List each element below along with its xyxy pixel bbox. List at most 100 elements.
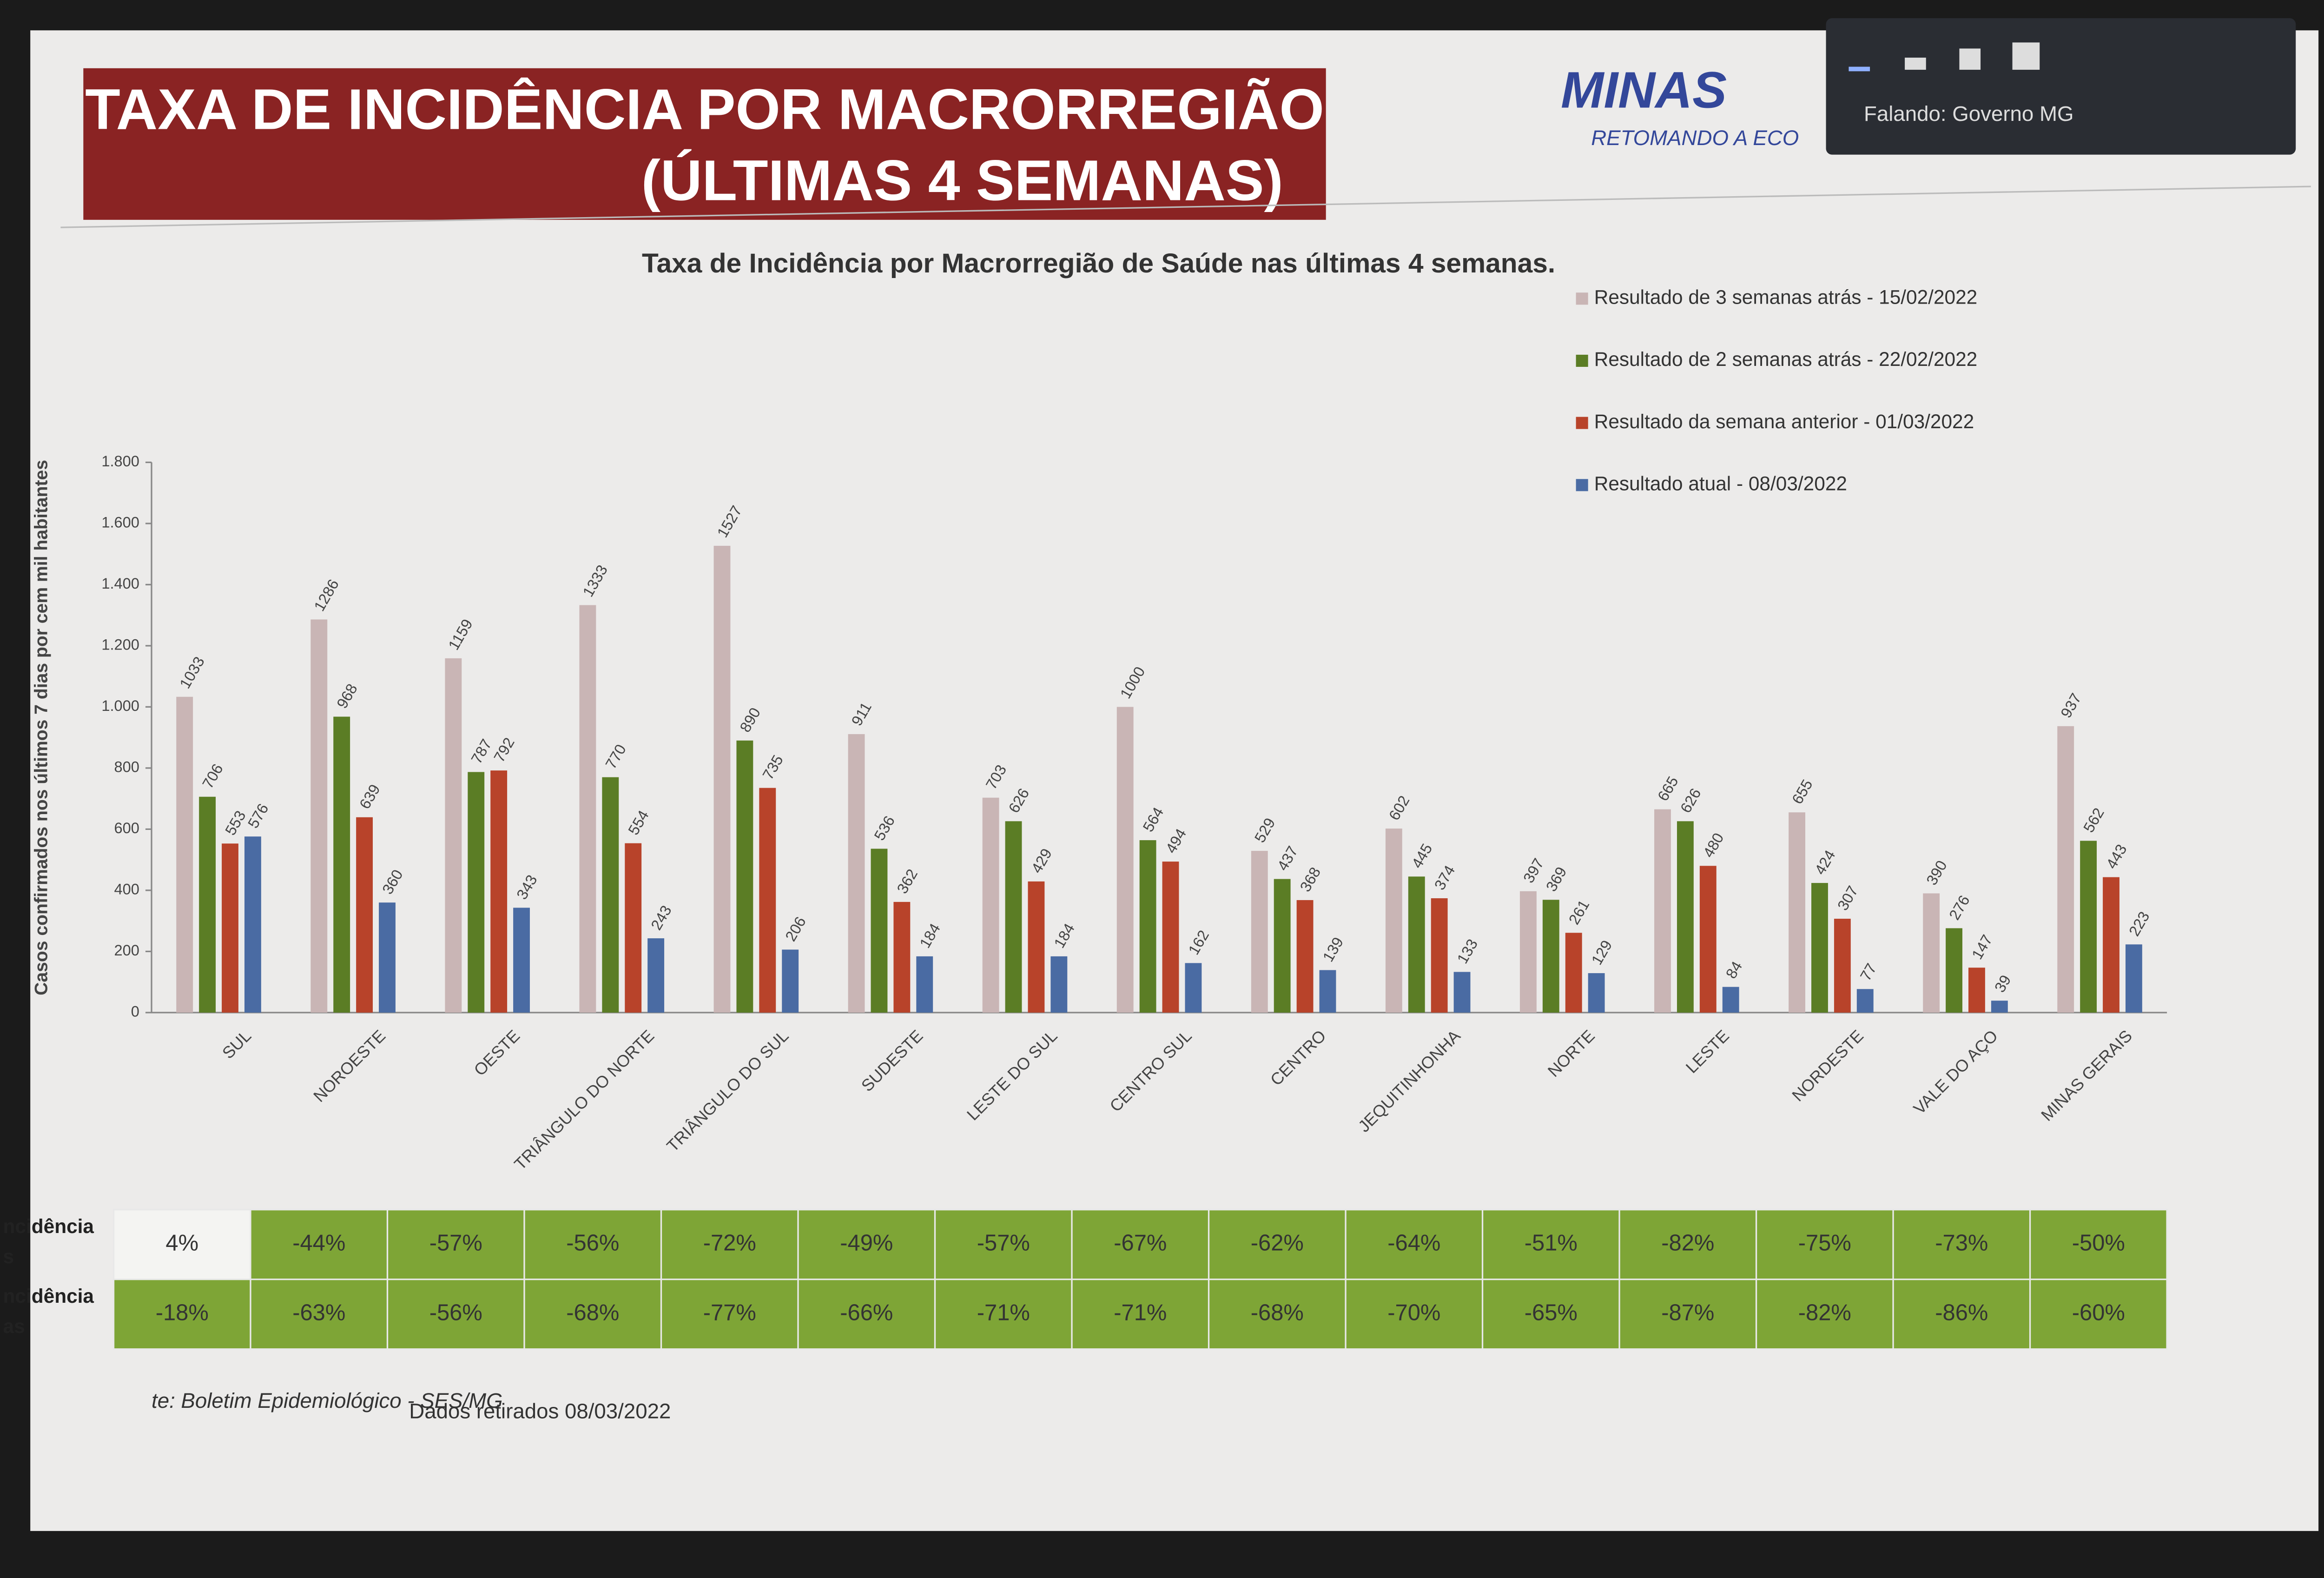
cell-value: -86% — [1935, 1300, 1988, 1326]
bar — [1677, 821, 1694, 1013]
y-tick-label: 800 — [114, 758, 139, 776]
bar — [310, 619, 328, 1013]
cell-value: -64% — [1387, 1231, 1440, 1256]
bar — [513, 908, 530, 1013]
icon[interactable] — [1849, 66, 1870, 72]
bar — [625, 843, 642, 1013]
cell-value: -68% — [566, 1300, 619, 1326]
legend-swatch — [1576, 354, 1588, 367]
bar — [468, 772, 485, 1013]
table-cell — [660, 1209, 799, 1280]
table-cell — [2029, 1279, 2168, 1350]
bar — [445, 658, 462, 1013]
cell-value: -73% — [1935, 1231, 1988, 1256]
bar — [1050, 956, 1068, 1013]
bar — [579, 605, 596, 1013]
icon[interactable] — [1959, 48, 1981, 70]
icon[interactable] — [2012, 42, 2040, 70]
bar — [736, 740, 753, 1013]
row-label: s — [3, 1246, 14, 1267]
cell-value: -82% — [1661, 1231, 1714, 1256]
bar — [759, 788, 776, 1013]
cell-value: -87% — [1661, 1300, 1714, 1326]
table-cell — [1071, 1209, 1210, 1280]
bar — [1185, 963, 1202, 1013]
bar — [848, 734, 865, 1013]
table-cell — [386, 1209, 525, 1280]
table-cell — [2029, 1209, 2168, 1280]
bar — [2080, 841, 2097, 1013]
cell-value: -57% — [977, 1231, 1030, 1256]
divider — [60, 186, 2311, 228]
legend-swatch — [1576, 417, 1588, 429]
table-cell — [1481, 1209, 1620, 1280]
table-cell — [523, 1279, 662, 1350]
icon[interactable] — [1905, 57, 1926, 70]
bar — [1519, 891, 1537, 1013]
table-cell — [934, 1279, 1073, 1350]
row-label: ncidência — [3, 1285, 94, 1307]
cell-value: -67% — [1114, 1231, 1167, 1256]
cell-value: -49% — [840, 1231, 893, 1256]
speaker-overlay — [1826, 18, 2296, 155]
cell-value: -18% — [156, 1300, 209, 1326]
bar — [2125, 944, 2142, 1013]
table-cell — [1892, 1279, 2031, 1350]
bar — [916, 956, 933, 1013]
y-axis-label: Casos confirmados nos últimos 7 dias por… — [32, 460, 52, 995]
cell-value: -56% — [566, 1231, 619, 1256]
source: te: Boletim Epidemiológico - SES/MG — [152, 1389, 503, 1412]
cell-value: -71% — [1114, 1300, 1167, 1326]
bar — [871, 849, 888, 1013]
legend-swatch — [1576, 479, 1588, 491]
bar — [1274, 879, 1291, 1013]
table-cell — [1755, 1279, 1894, 1350]
cell-value: -44% — [292, 1231, 345, 1256]
table-cell — [1345, 1209, 1484, 1280]
cell-value: -77% — [703, 1300, 756, 1326]
row-label: ncidência — [3, 1215, 94, 1237]
bar — [1789, 812, 1805, 1013]
y-tick-label: 1.200 — [101, 636, 139, 653]
cell-value: -72% — [703, 1231, 756, 1256]
legend-label: Resultado atual - 08/03/2022 — [1594, 473, 1847, 495]
bar — [1162, 862, 1179, 1013]
bar — [1296, 900, 1314, 1013]
bar — [1991, 1001, 2008, 1013]
table-cell — [1618, 1279, 1757, 1350]
logo: MINAS — [1561, 61, 1727, 119]
bar — [1968, 968, 1985, 1013]
bar — [1116, 707, 1134, 1013]
cell-value: -68% — [1251, 1300, 1304, 1326]
cell-value: 4% — [165, 1231, 198, 1256]
cell-value: -60% — [2072, 1300, 2125, 1326]
title-banner — [83, 68, 1326, 220]
bar — [713, 545, 731, 1013]
row-label: as — [3, 1315, 25, 1337]
date-note: Dados retirados 08/03/2022 — [409, 1399, 671, 1423]
cell-value: -62% — [1251, 1231, 1304, 1256]
table-cell — [660, 1279, 799, 1350]
bar — [1722, 987, 1739, 1013]
bar — [379, 902, 396, 1013]
table-cell — [1208, 1279, 1347, 1350]
legend-label: Resultado de 2 semanas atrás - 22/02/202… — [1594, 348, 1977, 370]
bar — [1834, 919, 1851, 1013]
cell-value: -66% — [840, 1300, 893, 1326]
table-cell — [1618, 1209, 1757, 1280]
bar — [1946, 928, 1962, 1013]
legend-label: Resultado de 3 semanas atrás - 15/02/202… — [1594, 286, 1977, 308]
bar — [647, 938, 665, 1013]
slide-title: (ÚLTIMAS 4 SEMANAS) — [641, 149, 1283, 213]
speaker-label: Falando: Governo MG — [1864, 102, 2073, 126]
y-tick-label: 0 — [131, 1002, 139, 1020]
cell-value: -50% — [2072, 1231, 2125, 1256]
table-cell — [797, 1279, 936, 1350]
bar — [1251, 851, 1268, 1013]
bar — [490, 770, 508, 1013]
y-tick-label: 1.000 — [101, 697, 139, 714]
cell-value: -65% — [1525, 1300, 1578, 1326]
chart-title: Taxa de Incidência por Macrorregião de S… — [642, 248, 1555, 278]
